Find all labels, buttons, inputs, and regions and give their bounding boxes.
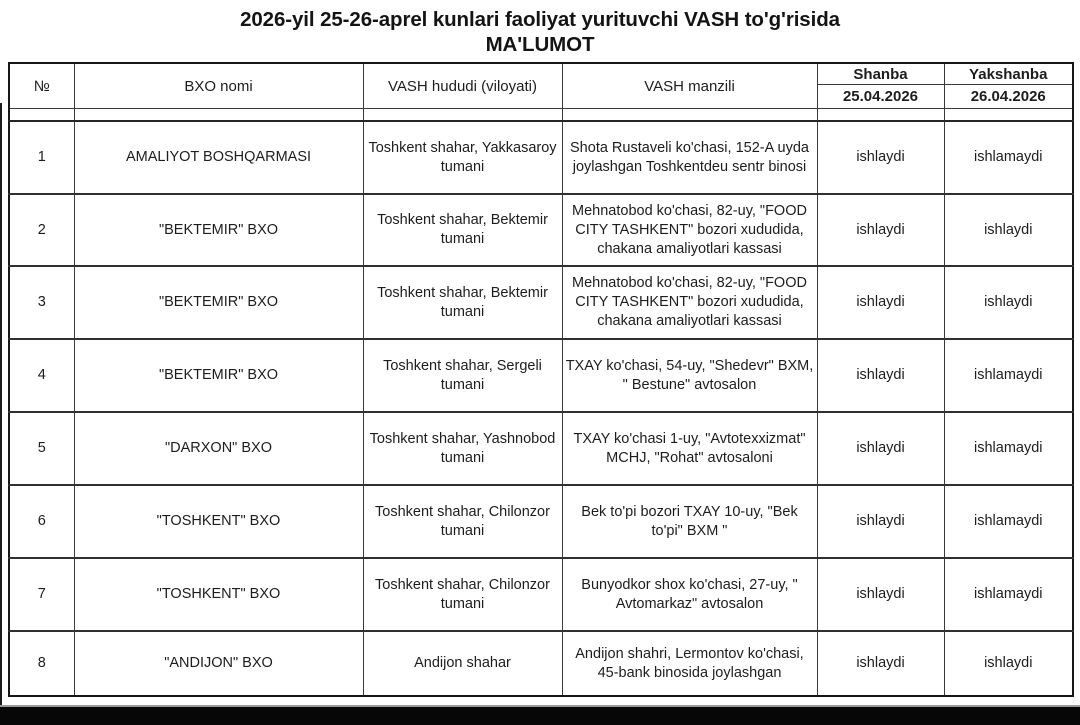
cell-bxo-nomi: "DARXON" BXO xyxy=(73,411,364,486)
cell-vash-manzili: Mehnatobod ko'chasi, 82-uy, "FOOD CITY T… xyxy=(561,193,818,267)
cell-saturday-status: ishlaydi xyxy=(816,193,945,267)
spacer-cell xyxy=(362,108,563,122)
table-row: 8 "ANDIJON" BXO Andijon shahar Andijon s… xyxy=(8,630,1074,697)
bottom-black-bar xyxy=(0,705,1080,725)
cell-no: 8 xyxy=(8,630,75,697)
spacer-cell xyxy=(943,108,1074,122)
cell-vash-manzili: Bek to'pi bozori TXAY 10-uy, "Bek to'pi"… xyxy=(561,484,818,559)
cell-vash-hududi: Toshkent shahar, Yashnobod tumani xyxy=(362,411,563,486)
cell-vash-manzili: TXAY ko'chasi, 54-uy, "Shedevr" BXM, " B… xyxy=(561,338,818,413)
cell-sunday-status: ishlaydi xyxy=(943,630,1074,697)
cell-saturday-status: ishlaydi xyxy=(816,120,945,195)
cell-bxo-nomi: "BEKTEMIR" BXO xyxy=(73,265,364,340)
cell-bxo-nomi: "ANDIJON" BXO xyxy=(73,630,364,697)
cell-sunday-status: ishlaydi xyxy=(943,193,1074,267)
cell-sunday-status: ishlamaydi xyxy=(943,411,1074,486)
table-row: 2 "BEKTEMIR" BXO Toshkent shahar, Bektem… xyxy=(8,193,1074,267)
table-row: 1 AMALIYOT BOSHQARMASI Toshkent shahar, … xyxy=(8,120,1074,195)
col-header-vash-hududi: VASH hududi (viloyati) xyxy=(362,62,563,109)
title-line-1: 2026-yil 25-26-aprel kunlari faoliyat yu… xyxy=(240,8,840,31)
cell-bxo-nomi: AMALIYOT BOSHQARMASI xyxy=(73,120,364,195)
cell-vash-hududi: Toshkent shahar, Yakkasaroy tumani xyxy=(362,120,563,195)
cell-vash-hududi: Andijon shahar xyxy=(362,630,563,697)
cell-bxo-nomi: "TOSHKENT" BXO xyxy=(73,484,364,559)
spacer-cell xyxy=(73,108,364,122)
table-body: 1 AMALIYOT BOSHQARMASI Toshkent shahar, … xyxy=(8,120,1074,697)
cell-sunday-status: ishlamaydi xyxy=(943,557,1074,632)
table-row: 6 "TOSHKENT" BXO Toshkent shahar, Chilon… xyxy=(8,484,1074,559)
header-row-days: № BXO nomi VASH hududi (viloyati) VASH m… xyxy=(8,62,1074,109)
vash-table: № BXO nomi VASH hududi (viloyati) VASH m… xyxy=(8,62,1074,697)
cell-no: 6 xyxy=(8,484,75,559)
cell-no: 4 xyxy=(8,338,75,413)
cell-saturday-status: ishlaydi xyxy=(816,557,945,632)
page-left-edge-line xyxy=(0,103,2,705)
cell-saturday-status: ishlaydi xyxy=(816,484,945,559)
cell-vash-hududi: Toshkent shahar, Chilonzor tumani xyxy=(362,557,563,632)
cell-saturday-status: ishlaydi xyxy=(816,411,945,486)
header-spacer-row xyxy=(8,108,1074,122)
col-header-bxo-nomi: BXO nomi xyxy=(73,62,364,109)
cell-no: 5 xyxy=(8,411,75,486)
cell-vash-manzili: TXAY ko'chasi 1-uy, "Avtotexxizmat" MCHJ… xyxy=(561,411,818,486)
cell-saturday-status: ishlaydi xyxy=(816,338,945,413)
cell-vash-hududi: Toshkent shahar, Bektemir tumani xyxy=(362,265,563,340)
spacer-cell xyxy=(816,108,945,122)
cell-no: 7 xyxy=(8,557,75,632)
table-row: 7 "TOSHKENT" BXO Toshkent shahar, Chilon… xyxy=(8,557,1074,632)
title-line-2: MA'LUMOT xyxy=(485,33,595,56)
col-header-sunday-date: 26.04.2026 xyxy=(943,84,1074,109)
cell-bxo-nomi: "BEKTEMIR" BXO xyxy=(73,338,364,413)
col-header-saturday-date: 25.04.2026 xyxy=(816,84,945,109)
cell-no: 1 xyxy=(8,120,75,195)
cell-saturday-status: ishlaydi xyxy=(816,630,945,697)
cell-vash-manzili: Andijon shahri, Lermontov ko'chasi, 45-b… xyxy=(561,630,818,697)
cell-saturday-status: ishlaydi xyxy=(816,265,945,340)
col-header-sunday: Yakshanba xyxy=(943,62,1074,85)
cell-sunday-status: ishlamaydi xyxy=(943,120,1074,195)
cell-vash-hududi: Toshkent shahar, Sergeli tumani xyxy=(362,338,563,413)
spacer-cell xyxy=(8,108,75,122)
cell-bxo-nomi: "BEKTEMIR" BXO xyxy=(73,193,364,267)
table-row: 4 "BEKTEMIR" BXO Toshkent shahar, Sergel… xyxy=(8,338,1074,413)
cell-no: 3 xyxy=(8,265,75,340)
col-header-vash-manzili: VASH manzili xyxy=(561,62,818,109)
header-row-dates: 25.04.2026 26.04.2026 xyxy=(9,84,1074,109)
cell-vash-hududi: Toshkent shahar, Chilonzor tumani xyxy=(362,484,563,559)
table-row: 5 "DARXON" BXO Toshkent shahar, Yashnobo… xyxy=(8,411,1074,486)
cell-bxo-nomi: "TOSHKENT" BXO xyxy=(73,557,364,632)
cell-sunday-status: ishlamaydi xyxy=(943,484,1074,559)
cell-vash-manzili: Shota Rustaveli ko'chasi, 152-A uyda joy… xyxy=(561,120,818,195)
col-header-no: № xyxy=(8,62,75,109)
col-header-saturday: Shanba xyxy=(816,62,945,85)
table-row: 3 "BEKTEMIR" BXO Toshkent shahar, Bektem… xyxy=(8,265,1074,340)
spacer-cell xyxy=(561,108,818,122)
page-title: 2026-yil 25-26-aprel kunlari faoliyat yu… xyxy=(0,7,1080,57)
cell-vash-manzili: Bunyodkor shox ko'chasi, 27-uy, " Avtoma… xyxy=(561,557,818,632)
cell-sunday-status: ishlaydi xyxy=(943,265,1074,340)
cell-no: 2 xyxy=(8,193,75,267)
cell-vash-hududi: Toshkent shahar, Bektemir tumani xyxy=(362,193,563,267)
cell-vash-manzili: Mehnatobod ko'chasi, 82-uy, "FOOD CITY T… xyxy=(561,265,818,340)
cell-sunday-status: ishlamaydi xyxy=(943,338,1074,413)
table-header: № BXO nomi VASH hududi (viloyati) VASH m… xyxy=(8,62,1074,122)
